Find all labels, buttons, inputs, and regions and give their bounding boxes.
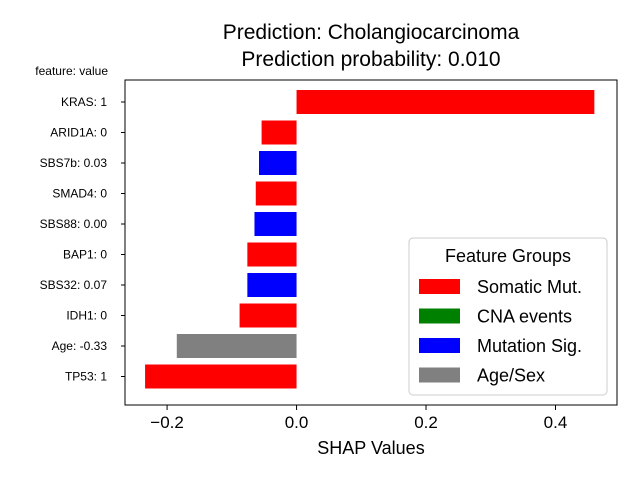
chart-subtitle: Prediction probability: 0.010 (241, 48, 500, 71)
x-tick-label: 0.0 (285, 413, 309, 432)
legend-swatch (419, 367, 460, 383)
bar-bap1 (247, 242, 297, 267)
x-tick-label: 0.4 (544, 413, 568, 432)
y-tick-label: BAP1: 0 (63, 248, 107, 262)
y-tick-label: SMAD4: 0 (52, 187, 107, 201)
legend-box (408, 237, 608, 396)
y-tick-label: SBS7b: 0.03 (40, 156, 108, 170)
x-axis-ticks: −0.2 0.0 0.2 0.4 (150, 405, 567, 432)
y-tick-label: SBS88: 0.00 (40, 217, 108, 231)
x-axis-label: SHAP Values (317, 438, 424, 458)
bar-smad4 (255, 181, 297, 206)
y-tick-label: TP53: 1 (65, 370, 107, 384)
legend-entries: Somatic Mut. CNA events Mutation Sig. Age/S… (419, 277, 582, 386)
bars-layer (145, 90, 595, 389)
bar-sbs88 (254, 212, 297, 236)
legend: Feature Groups Somatic Mut. CNA events Mut… (408, 237, 608, 396)
legend-title: Feature Groups (445, 246, 571, 266)
y-tick-label: IDH1: 0 (66, 309, 107, 323)
x-tick-label: −0.2 (150, 413, 184, 432)
y-tick-label: SBS32: 0.07 (40, 278, 108, 292)
bar-arid1a (261, 120, 297, 145)
y-tick-label: KRAS: 1 (61, 95, 107, 109)
legend-entry-label: Age/Sex (477, 366, 545, 386)
legend-swatch (419, 338, 460, 353)
feature-header-label: feature: value (35, 64, 108, 78)
bar-sbs7b (259, 151, 297, 175)
bar-idh1 (239, 303, 297, 328)
chart-title: Prediction: Cholangiocarcinoma (223, 21, 520, 44)
legend-entry-label: Mutation Sig. (477, 336, 582, 356)
y-tick-labels: KRAS: 1 ARID1A: 0 SBS7b: 0.03 SMAD4: 0 SBS88… (40, 95, 125, 384)
bar-tp53 (145, 364, 297, 389)
y-tick-label: ARID1A: 0 (50, 126, 107, 140)
bar-age (176, 334, 297, 358)
legend-entry-label: CNA events (477, 307, 572, 327)
legend-entry-label: Somatic Mut. (477, 277, 582, 297)
x-tick-label: 0.2 (414, 413, 438, 432)
legend-swatch (419, 308, 460, 324)
bar-sbs32 (247, 273, 297, 297)
bar-kras (296, 90, 595, 114)
legend-swatch (419, 279, 460, 294)
plot-frame (124, 79, 618, 406)
y-tick-label: Age: -0.33 (52, 339, 108, 353)
